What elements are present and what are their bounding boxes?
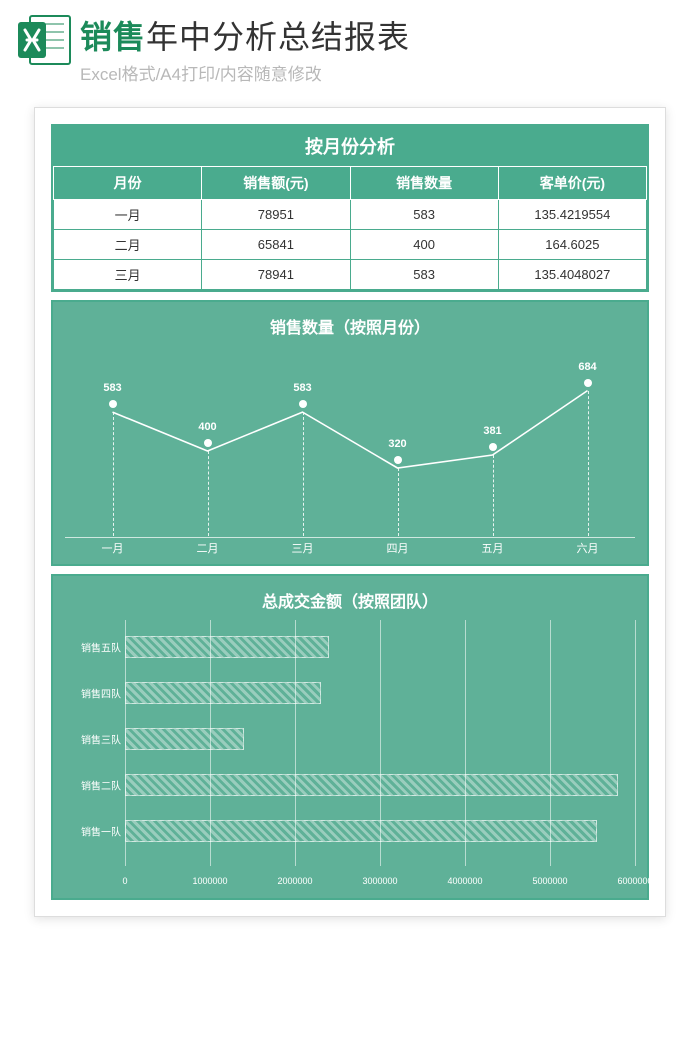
excel-icon xyxy=(16,12,72,68)
value-label: 381 xyxy=(483,425,501,437)
table-header-cell: 销售额(元) xyxy=(202,167,350,200)
x-tick-label: 1000000 xyxy=(192,876,227,886)
x-axis-label: 四月 xyxy=(387,540,409,556)
table-cell: 三月 xyxy=(54,260,202,290)
table-cell: 583 xyxy=(350,200,498,230)
bar-label: 销售五队 xyxy=(65,640,121,655)
table-cell: 135.4219554 xyxy=(498,200,646,230)
data-marker xyxy=(489,443,497,451)
table-cell: 135.4048027 xyxy=(498,260,646,290)
bar xyxy=(125,820,597,842)
bar-row xyxy=(125,820,597,842)
bar-chart: 总成交金额（按照团队） 0 1000000 2000000 3000000 400000… xyxy=(51,574,649,900)
table-cell: 一月 xyxy=(54,200,202,230)
value-label: 684 xyxy=(578,361,596,373)
value-label: 583 xyxy=(103,382,121,394)
table-cell: 164.6025 xyxy=(498,230,646,260)
x-tick-label: 3000000 xyxy=(362,876,397,886)
line-chart: 销售数量（按照月份） 583 一月 400 二月 583 三月 320 四月 381 五月 684 六… xyxy=(51,300,649,566)
bar-label: 销售四队 xyxy=(65,686,121,701)
page-subtitle: Excel格式/A4打印/内容随意修改 xyxy=(80,60,684,85)
table-cell: 二月 xyxy=(54,230,202,260)
title-prefix: 销售 xyxy=(80,19,146,55)
data-marker xyxy=(204,439,212,447)
bar xyxy=(125,728,244,750)
x-tick-label: 0 xyxy=(122,876,127,886)
table-row: 二月65841400164.6025 xyxy=(54,230,647,260)
table-cell: 400 xyxy=(350,230,498,260)
data-marker xyxy=(299,400,307,408)
x-tick-label: 2000000 xyxy=(277,876,312,886)
table-cell: 65841 xyxy=(202,230,350,260)
x-axis-label: 二月 xyxy=(197,540,219,556)
table-header-cell: 月份 xyxy=(54,167,202,200)
x-axis-label: 三月 xyxy=(292,540,314,556)
stem-line xyxy=(113,412,114,536)
bar xyxy=(125,636,329,658)
stem-line xyxy=(208,451,209,536)
line-path-svg xyxy=(65,346,635,556)
page-sheet: 按月份分析 月份销售额(元)销售数量客单价(元) 一月78951583135.4… xyxy=(34,107,666,917)
bar-label: 销售二队 xyxy=(65,778,121,793)
header-bar: 销售年中分析总结报表 Excel格式/A4打印/内容随意修改 xyxy=(0,0,700,89)
table-row: 三月78941583135.4048027 xyxy=(54,260,647,290)
table-row: 一月78951583135.4219554 xyxy=(54,200,647,230)
line-chart-title: 销售数量（按照月份） xyxy=(65,314,635,338)
data-marker xyxy=(584,379,592,387)
value-label: 320 xyxy=(388,438,406,450)
x-axis-line xyxy=(65,537,635,538)
stem-line xyxy=(493,455,494,536)
monthly-table: 按月份分析 月份销售额(元)销售数量客单价(元) 一月78951583135.4… xyxy=(51,124,649,292)
title-rest: 年中分析总结报表 xyxy=(146,19,410,55)
data-table: 月份销售额(元)销售数量客单价(元) 一月78951583135.4219554… xyxy=(53,166,647,290)
data-marker xyxy=(394,456,402,464)
table-cell: 78951 xyxy=(202,200,350,230)
line-chart-plot: 583 一月 400 二月 583 三月 320 四月 381 五月 684 六月 xyxy=(65,346,635,556)
x-tick-label: 4000000 xyxy=(447,876,482,886)
data-marker xyxy=(109,400,117,408)
bar xyxy=(125,682,321,704)
x-tick-label: 5000000 xyxy=(532,876,567,886)
table-title: 按月份分析 xyxy=(53,126,647,166)
grid-line xyxy=(635,620,636,866)
table-cell: 583 xyxy=(350,260,498,290)
bar-row xyxy=(125,774,618,796)
value-label: 400 xyxy=(198,421,216,433)
table-cell: 78941 xyxy=(202,260,350,290)
x-axis-label: 一月 xyxy=(102,540,124,556)
bar xyxy=(125,774,618,796)
bar-row xyxy=(125,682,321,704)
table-header-cell: 销售数量 xyxy=(350,167,498,200)
x-tick-label: 6000000 xyxy=(617,876,652,886)
value-label: 583 xyxy=(293,382,311,394)
bar-row xyxy=(125,636,329,658)
bar-label: 销售三队 xyxy=(65,732,121,747)
bar-chart-title: 总成交金额（按照团队） xyxy=(65,588,635,612)
bar-row xyxy=(125,728,244,750)
table-header-cell: 客单价(元) xyxy=(498,167,646,200)
page-title: 销售年中分析总结报表 xyxy=(80,12,684,58)
stem-line xyxy=(303,412,304,536)
x-axis-label: 五月 xyxy=(482,540,504,556)
stem-line xyxy=(398,468,399,536)
bar-chart-plot: 0100000020000003000000400000050000006000… xyxy=(65,620,635,890)
x-axis-label: 六月 xyxy=(577,540,599,556)
stem-line xyxy=(588,391,589,536)
bar-label: 销售一队 xyxy=(65,824,121,839)
